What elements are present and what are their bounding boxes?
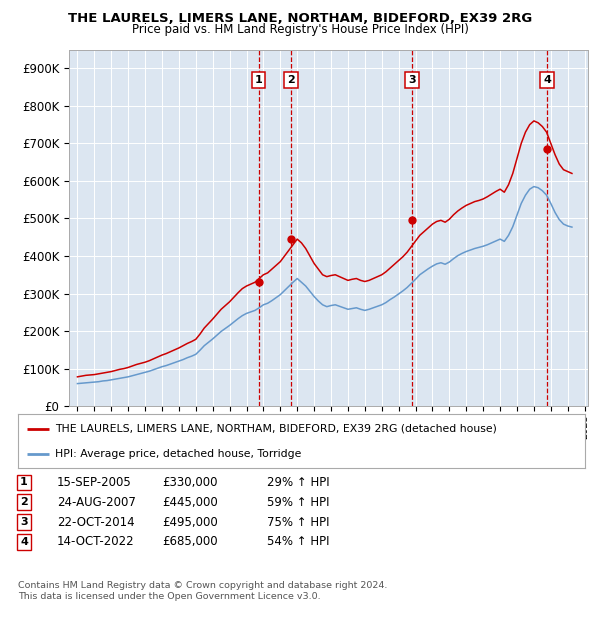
Text: Price paid vs. HM Land Registry's House Price Index (HPI): Price paid vs. HM Land Registry's House … [131, 23, 469, 36]
Text: 1: 1 [20, 477, 28, 487]
Text: £330,000: £330,000 [162, 476, 218, 489]
Text: 4: 4 [544, 75, 551, 85]
Text: 2: 2 [287, 75, 295, 85]
Text: HPI: Average price, detached house, Torridge: HPI: Average price, detached house, Torr… [55, 449, 301, 459]
Text: £685,000: £685,000 [162, 536, 218, 548]
Text: 29% ↑ HPI: 29% ↑ HPI [267, 476, 329, 489]
Text: 54% ↑ HPI: 54% ↑ HPI [267, 536, 329, 548]
Text: This data is licensed under the Open Government Licence v3.0.: This data is licensed under the Open Gov… [18, 592, 320, 601]
Text: 1: 1 [254, 75, 262, 85]
Text: £445,000: £445,000 [162, 496, 218, 508]
Text: 3: 3 [20, 517, 28, 527]
Text: £495,000: £495,000 [162, 516, 218, 528]
Text: THE LAURELS, LIMERS LANE, NORTHAM, BIDEFORD, EX39 2RG: THE LAURELS, LIMERS LANE, NORTHAM, BIDEF… [68, 12, 532, 25]
Text: 59% ↑ HPI: 59% ↑ HPI [267, 496, 329, 508]
Text: 2: 2 [20, 497, 28, 507]
Text: 22-OCT-2014: 22-OCT-2014 [57, 516, 134, 528]
Text: 24-AUG-2007: 24-AUG-2007 [57, 496, 136, 508]
Text: 14-OCT-2022: 14-OCT-2022 [57, 536, 134, 548]
Text: 15-SEP-2005: 15-SEP-2005 [57, 476, 132, 489]
Text: 3: 3 [409, 75, 416, 85]
Text: Contains HM Land Registry data © Crown copyright and database right 2024.: Contains HM Land Registry data © Crown c… [18, 581, 388, 590]
Text: 4: 4 [20, 537, 28, 547]
Text: 75% ↑ HPI: 75% ↑ HPI [267, 516, 329, 528]
Text: THE LAURELS, LIMERS LANE, NORTHAM, BIDEFORD, EX39 2RG (detached house): THE LAURELS, LIMERS LANE, NORTHAM, BIDEF… [55, 424, 497, 434]
